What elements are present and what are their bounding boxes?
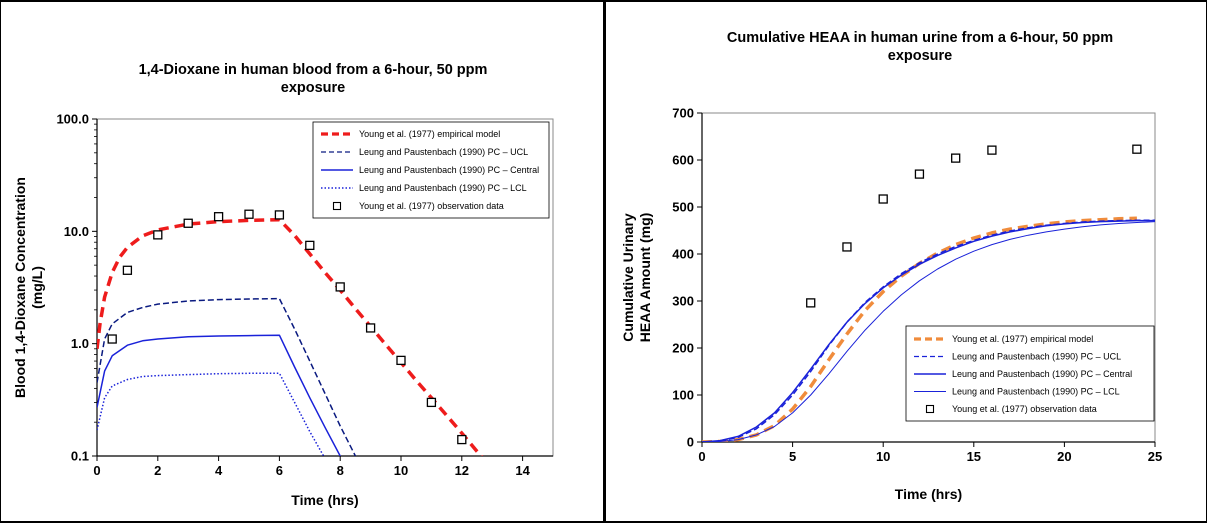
y-tick-label: 500 <box>672 200 694 215</box>
series-leung-and-paustenbach-1990-pc-lcl-line <box>97 372 325 456</box>
plot-series-group <box>702 144 1155 442</box>
observation-point <box>244 209 254 219</box>
urine-heaa-chart: Cumulative HEAA in human urine from a 6-… <box>620 30 1162 502</box>
y-tick-label: 200 <box>672 341 694 356</box>
observation-point <box>335 282 345 292</box>
y-tick-label: 300 <box>672 294 694 309</box>
observation-point <box>457 434 467 445</box>
legend-label: Leung and Paustenbach (1990) PC – UCL <box>952 352 1121 362</box>
y-tick-label: 700 <box>672 106 694 121</box>
y-axis-title-line: (mg/L) <box>29 266 45 309</box>
x-tick-label: 8 <box>337 463 344 478</box>
right-chart-panel: Cumulative HEAA in human urine from a 6-… <box>604 0 1207 523</box>
legend-label: Leung and Paustenbach (1990) PC – Centra… <box>359 165 539 175</box>
y-tick-label: 100 <box>672 388 694 403</box>
series-leung-and-paustenbach-1990-pc-central-line <box>702 219 1155 442</box>
series-leung-and-paustenbach-1990-pc-lcl-line <box>702 221 1155 442</box>
x-tick-label: 0 <box>93 463 100 478</box>
observation-point <box>183 218 193 228</box>
x-tick-label: 12 <box>455 463 469 478</box>
observation-point <box>122 265 133 275</box>
chart-title-line: exposure <box>888 48 952 64</box>
observation-point <box>305 240 315 251</box>
y-axis-title: Cumulative Urinary HEAA Amount (mg) <box>620 213 653 343</box>
x-tick-label: 20 <box>1057 449 1071 464</box>
series-young-et-al-1977-empirical-model-line <box>97 217 484 456</box>
x-tick-label: 10 <box>876 449 890 464</box>
legend-swatch <box>925 404 935 414</box>
x-tick-label: 14 <box>515 463 530 478</box>
y-tick-label: 10.0 <box>64 224 89 239</box>
y-tick-label: 1.0 <box>71 336 89 351</box>
y-axis-title-line: Blood 1,4-Dioxane Concentration <box>12 177 28 398</box>
observation-point <box>951 153 961 163</box>
y-tick-label: 0.1 <box>71 449 89 464</box>
legend-label: Leung and Paustenbach (1990) PC – Centra… <box>952 369 1132 379</box>
legend-label: Leung and Paustenbach (1990) PC – UCL <box>359 147 528 157</box>
legend-label: Leung and Paustenbach (1990) PC – LCL <box>359 183 527 193</box>
chart-title-line: Cumulative HEAA in human urine from a 6-… <box>727 30 1113 46</box>
legend-label: Young et al. (1977) observation data <box>952 404 1097 414</box>
series-young-et-al-1977-observation-data-points <box>806 144 1142 308</box>
x-tick-label: 5 <box>789 449 796 464</box>
chart-legend: Young et al. (1977) empirical model Leung… <box>312 121 550 219</box>
observation-point <box>365 323 376 333</box>
y-tick-label: 100.0 <box>56 112 89 127</box>
x-tick-label: 6 <box>276 463 283 478</box>
legend-label: Young et al. (1977) empirical model <box>952 334 1093 344</box>
x-axis-title: Time (hrs) <box>291 492 358 508</box>
left-chart-panel: 1,4-Dioxane in human blood from a 6-hour… <box>0 0 604 523</box>
observation-point <box>987 145 997 155</box>
plot-series-group <box>97 209 484 456</box>
legend-label: Young et al. (1977) observation data <box>359 201 504 211</box>
x-tick-label: 25 <box>1148 449 1162 464</box>
observation-point <box>842 242 852 252</box>
series-young-et-al-1977-observation-data-points <box>107 209 467 445</box>
y-tick-label: 600 <box>672 153 694 168</box>
series-leung-and-paustenbach-1990-pc-ucl-line <box>702 219 1155 442</box>
x-axis-title: Time (hrs) <box>895 486 962 502</box>
series-leung-and-paustenbach-1990-pc-ucl-line <box>97 297 357 456</box>
y-tick-label: 400 <box>672 247 694 262</box>
observation-point <box>1132 144 1142 154</box>
x-tick-label: 15 <box>967 449 981 464</box>
y-axis-title-line: HEAA Amount (mg) <box>637 213 653 343</box>
chart-title-line: 1,4-Dioxane in human blood from a 6-hour… <box>139 62 488 78</box>
y-tick-label: 0 <box>687 435 694 450</box>
x-tick-label: 10 <box>394 463 408 478</box>
observation-point <box>806 298 816 308</box>
observation-point <box>274 210 285 220</box>
y-axis-title-line: Cumulative Urinary <box>620 213 636 342</box>
chart-title-line: exposure <box>281 80 345 96</box>
observation-point <box>426 397 437 408</box>
x-tick-label: 4 <box>215 463 223 478</box>
blood-concentration-chart: 1,4-Dioxane in human blood from a 6-hour… <box>12 62 554 508</box>
legend-swatch <box>332 201 342 211</box>
observation-point <box>396 355 406 366</box>
x-tick-label: 2 <box>154 463 161 478</box>
legend-label: Young et al. (1977) empirical model <box>359 129 500 139</box>
x-tick-label: 0 <box>698 449 705 464</box>
observation-point <box>153 230 163 240</box>
observation-point <box>878 194 888 204</box>
legend-box <box>905 325 1155 422</box>
y-axis-title: Blood 1,4-Dioxane Concentration (mg/L) <box>12 177 45 398</box>
chart-legend: Young et al. (1977) empirical model Leung… <box>905 325 1155 422</box>
observation-point <box>107 334 117 344</box>
legend-label: Leung and Paustenbach (1990) PC – LCL <box>952 387 1120 397</box>
observation-point <box>914 169 925 179</box>
observation-point <box>213 212 224 222</box>
series-leung-and-paustenbach-1990-pc-central-line <box>97 334 342 456</box>
